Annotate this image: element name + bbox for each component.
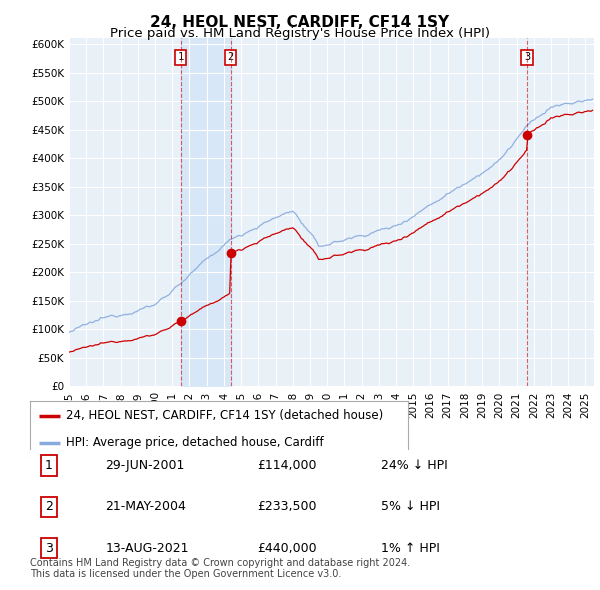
Text: 29-JUN-2001: 29-JUN-2001 — [106, 459, 185, 472]
Text: 21-MAY-2004: 21-MAY-2004 — [106, 500, 187, 513]
Text: Price paid vs. HM Land Registry's House Price Index (HPI): Price paid vs. HM Land Registry's House … — [110, 27, 490, 40]
Text: 1: 1 — [178, 53, 184, 63]
Text: 5% ↓ HPI: 5% ↓ HPI — [381, 500, 440, 513]
Text: £114,000: £114,000 — [257, 459, 316, 472]
Text: 2: 2 — [227, 53, 234, 63]
Text: 13-AUG-2021: 13-AUG-2021 — [106, 542, 189, 555]
Text: 24, HEOL NEST, CARDIFF, CF14 1SY: 24, HEOL NEST, CARDIFF, CF14 1SY — [151, 15, 449, 30]
Text: 3: 3 — [524, 53, 530, 63]
Text: £233,500: £233,500 — [257, 500, 316, 513]
Text: 24% ↓ HPI: 24% ↓ HPI — [381, 459, 448, 472]
Text: 1: 1 — [45, 459, 53, 472]
Text: 3: 3 — [45, 542, 53, 555]
Text: HPI: Average price, detached house, Cardiff: HPI: Average price, detached house, Card… — [66, 436, 323, 449]
Text: 1% ↑ HPI: 1% ↑ HPI — [381, 542, 440, 555]
Text: 24, HEOL NEST, CARDIFF, CF14 1SY (detached house): 24, HEOL NEST, CARDIFF, CF14 1SY (detach… — [66, 409, 383, 422]
Text: Contains HM Land Registry data © Crown copyright and database right 2024.
This d: Contains HM Land Registry data © Crown c… — [30, 558, 410, 579]
Text: 2: 2 — [45, 500, 53, 513]
Text: £440,000: £440,000 — [257, 542, 316, 555]
